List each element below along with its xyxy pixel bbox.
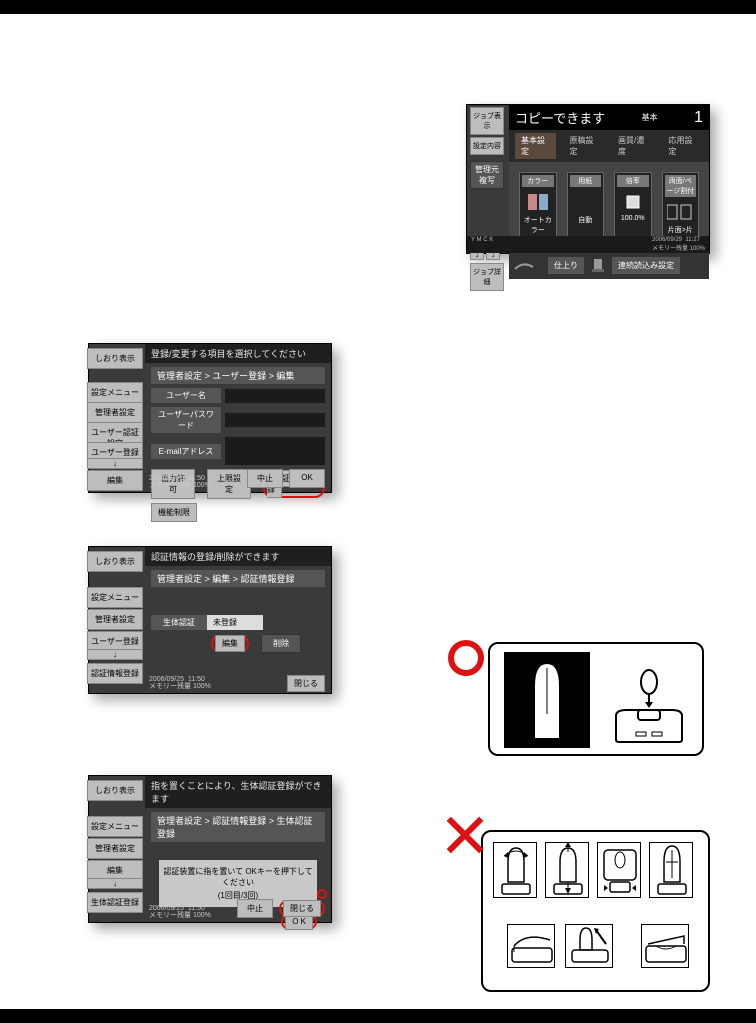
wrong-mark-icon [442, 812, 488, 858]
wrong-2-icon [545, 842, 589, 898]
p1-cancel-button[interactable]: 中止 [247, 469, 283, 488]
p2-bio-status: 未登録 [207, 615, 263, 630]
copier-panel: ジョブ表示 設定内容 管理元 複写 ↓ ↓ ジョブ詳細 コピーできます 基本 1… [466, 104, 710, 254]
copier-statusbar: Y M C K 2006/09/29 11:27 メモリー残量 100% [467, 236, 709, 253]
p3-cancel-button[interactable]: 中止 [237, 899, 273, 918]
tab-app[interactable]: 応用設定 [663, 133, 704, 159]
zoom-icon [617, 191, 649, 213]
stapler-icon [513, 259, 541, 273]
p3-close-ring-small [317, 889, 327, 899]
p3-close-button[interactable]: 閉じる [283, 900, 321, 917]
p1-tab-edit[interactable]: 編集 [87, 470, 143, 491]
page-bottom-bar [0, 1009, 756, 1023]
copier-mode-label: 管理元 複写 [470, 161, 504, 189]
p2-tab-menu[interactable]: 設定メニュー [87, 587, 143, 608]
color-icon [522, 191, 554, 213]
p1-ok-button[interactable]: OK [289, 469, 325, 488]
tile-color-label: カラー [522, 175, 554, 187]
p3-breadcrumb: 管理者設定 > 認証情報登録 > 生体認証登録 [151, 812, 325, 842]
p1-field-password[interactable]: ユーザーパスワード [151, 407, 221, 433]
wrong-1-icon [493, 842, 537, 898]
p3-msg1: 認証装置に指を置いて OKキーを押下してください [163, 866, 313, 888]
p2-breadcrumb: 管理者設定 > 編集 > 認証情報登録 [151, 570, 325, 587]
job-display-button[interactable]: ジョブ表示 [470, 107, 504, 135]
p3-tab-admin[interactable]: 管理者設定 [87, 838, 143, 859]
bio-register-panel: しおり表示 設定メニュー 管理者設定 編集 ↓ 生体認証登録 指を置くことにより… [88, 775, 332, 923]
wrong-4-icon [649, 842, 693, 898]
p2-edit-highlight: 編集 [211, 635, 249, 652]
wrong-6-icon [565, 924, 613, 968]
copier-status-text: 2006/09/29 11:27 メモリー残量 100% [652, 237, 705, 252]
p2-tab-admin[interactable]: 管理者設定 [87, 609, 143, 630]
copier-bottom: 仕上り 連続読込み設定 [509, 252, 709, 279]
p1-tab-admin[interactable]: 管理者設定 [87, 402, 143, 423]
scan-button[interactable]: 連続読込み設定 [611, 256, 681, 275]
tab-original[interactable]: 原稿設定 [564, 133, 605, 159]
sensor-top-icon [606, 666, 692, 744]
p1-field-username[interactable]: ユーザー名 [151, 388, 221, 403]
wrong-3-icon [597, 842, 641, 898]
p1-tab-menu[interactable]: 設定メニュー [87, 382, 143, 403]
p2-footer: 2006/09/25 11:50 メモリー残量 100% [149, 676, 211, 691]
p2-tab-down[interactable]: ↓ [87, 649, 143, 660]
p3-footer: 2006/09/25 11:50 メモリー残量 100% [149, 905, 211, 920]
p3-tab-bookmark[interactable]: しおり表示 [87, 780, 143, 801]
p1-username-value[interactable] [225, 389, 325, 403]
ymck-label: Y M C K [471, 237, 493, 252]
tile-duplex-label: 両面/ページ割付 [665, 175, 697, 197]
p1-title: 登録/変更する項目を選択してください [145, 344, 331, 363]
settings-detail-button[interactable]: 設定内容 [470, 137, 504, 155]
p1-funclimit-button[interactable]: 機能制限 [151, 503, 197, 522]
paper-icon [570, 191, 602, 213]
adf-icon [591, 259, 605, 273]
p3-close-highlight: 閉じる [279, 900, 325, 917]
p2-bio-label: 生体認証 [151, 615, 207, 630]
tile-paper-value: 自動 [570, 215, 602, 225]
duplex-icon [665, 201, 697, 223]
p2-tab-authinfo[interactable]: 認証情報登録 [87, 663, 143, 684]
p1-field-email[interactable]: E-mailアドレス [151, 444, 221, 459]
wrong-5-icon [507, 924, 555, 968]
wrong-7-icon [641, 924, 689, 968]
p1-limit-button[interactable]: 上限設定 [207, 469, 251, 499]
p2-edit-button[interactable]: 編集 [215, 635, 245, 652]
p1-password-value[interactable] [225, 413, 325, 427]
finger-front-icon [504, 652, 590, 748]
copier-count: 1 [694, 109, 703, 127]
correct-finger-box [488, 642, 704, 756]
copier-left-sidebar: ジョブ表示 設定内容 管理元 複写 ↓ ↓ ジョブ詳細 [467, 105, 507, 293]
tile-color-value: オートカラー [522, 215, 554, 235]
wrong-finger-box [481, 830, 710, 992]
tile-zoom-value: 100.0% [617, 215, 649, 222]
p2-title: 認証情報の登録/削除ができます [145, 547, 331, 566]
p3-tab-bioreg[interactable]: 生体認証登録 [87, 892, 143, 913]
job-detail-button[interactable]: ジョブ詳細 [470, 263, 504, 291]
correct-mark-icon [448, 640, 484, 676]
p2-delete-button[interactable]: 削除 [261, 634, 301, 653]
edit-user-panel: しおり表示 設定メニュー 管理者設定 ユーザー認証設定 ユーザー登録 ↓ 編集 … [88, 343, 332, 493]
p1-tab-down[interactable]: ↓ [87, 458, 143, 469]
p3-tab-menu[interactable]: 設定メニュー [87, 816, 143, 837]
page-top-bar [0, 0, 756, 14]
p1-email-value[interactable] [225, 437, 325, 465]
copier-title: コピーできます [515, 108, 605, 127]
authinfo-panel: しおり表示 設定メニュー 管理者設定 ユーザー登録 ↓ 認証情報登録 認証情報の… [88, 546, 332, 694]
copier-tabs: 基本設定 原稿設定 画質/濃度 応用設定 [509, 130, 709, 162]
tile-zoom-label: 倍率 [617, 175, 649, 187]
p3-title: 指を置くことにより、生体認証登録ができます [145, 776, 331, 808]
p1-breadcrumb: 管理者設定 > ユーザー登録 > 編集 [151, 367, 325, 384]
p1-tab-bookmark[interactable]: しおり表示 [87, 348, 143, 369]
tab-quality[interactable]: 画質/濃度 [612, 133, 655, 159]
copier-subtitle: 基本 [642, 112, 658, 123]
copier-header: コピーできます 基本 1 [509, 105, 709, 130]
finish-button[interactable]: 仕上り [547, 256, 585, 275]
tile-paper-label: 用紙 [570, 175, 602, 187]
p2-tab-bookmark[interactable]: しおり表示 [87, 551, 143, 572]
p3-tab-down[interactable]: ↓ [87, 878, 143, 889]
p2-close-button[interactable]: 閉じる [287, 675, 325, 692]
tab-basic[interactable]: 基本設定 [515, 133, 556, 159]
p1-footer: 2006/09/25 11:50 メモリー残量 100% [149, 475, 211, 490]
